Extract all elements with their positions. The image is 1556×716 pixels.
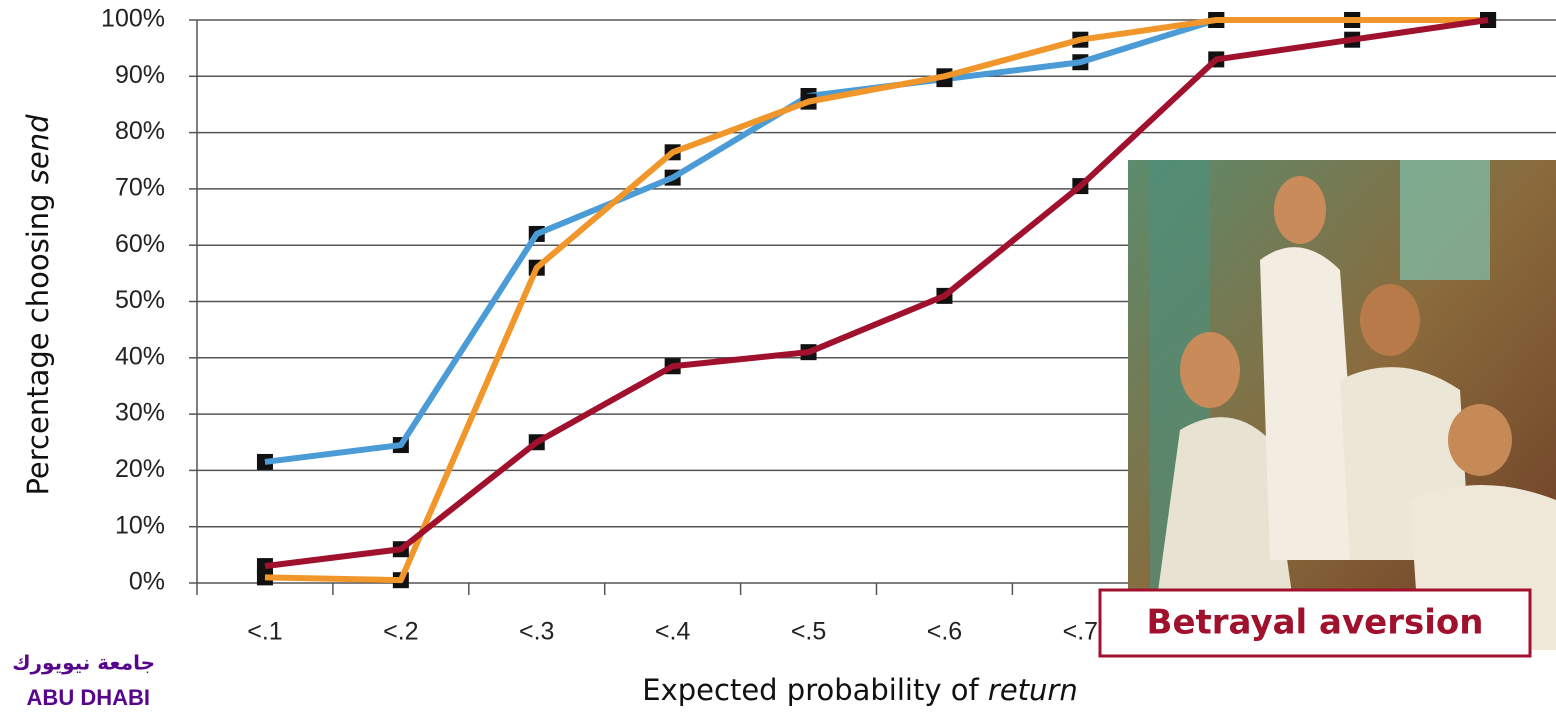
y-tick-label: 90% bbox=[115, 61, 165, 89]
painting bbox=[1128, 160, 1556, 650]
y-axis-title-emphasis: send bbox=[21, 114, 55, 184]
logo-arabic: جامعة نيويورك bbox=[12, 651, 155, 675]
x-tick-label: <.5 bbox=[791, 618, 826, 646]
y-tick-label: 0% bbox=[129, 568, 165, 596]
page: 0% 10% 20% 30% 40% 50% 60% 70% 80% 90% 100% <.1 <.2 <… bbox=[0, 0, 1556, 716]
painting-figure bbox=[1180, 332, 1240, 408]
y-axis-title-text: Percentage choosing bbox=[21, 193, 55, 495]
x-tick-label: <.3 bbox=[519, 618, 554, 646]
x-tick-label: <.7 bbox=[1063, 618, 1098, 646]
y-axis-title: Percentage choosing send bbox=[21, 114, 55, 496]
y-tick-label: 80% bbox=[115, 117, 165, 145]
y-tick-label: 40% bbox=[115, 342, 165, 370]
x-tick-label: <.6 bbox=[927, 618, 962, 646]
painting-figure bbox=[1448, 404, 1512, 476]
x-axis-title-text: Expected probability of bbox=[642, 673, 979, 707]
x-tick-label: <.2 bbox=[383, 618, 418, 646]
x-axis-title-emphasis: return bbox=[988, 673, 1078, 707]
y-tick-label: 50% bbox=[115, 286, 165, 314]
x-tick-label: <.4 bbox=[655, 618, 691, 646]
x-axis-title: Expected probability of return bbox=[642, 673, 1077, 707]
x-tick-label: <.1 bbox=[247, 618, 282, 646]
y-tick-label: 10% bbox=[115, 511, 165, 539]
chart: 0% 10% 20% 30% 40% 50% 60% 70% 80% 90% 100% <.1 <.2 <… bbox=[0, 0, 1556, 716]
painting-figure bbox=[1360, 284, 1420, 356]
y-tick-label: 60% bbox=[115, 230, 165, 258]
callout: Betrayal aversion bbox=[1147, 603, 1484, 643]
y-tick-label: 30% bbox=[115, 399, 165, 427]
y-tick-label: 100% bbox=[101, 5, 165, 33]
y-tick-label: 70% bbox=[115, 174, 165, 202]
y-tick-label: 20% bbox=[115, 455, 165, 483]
logo-text: ABU DHABI bbox=[27, 685, 150, 710]
painting-figure bbox=[1274, 176, 1326, 244]
painting-column bbox=[1400, 160, 1490, 280]
